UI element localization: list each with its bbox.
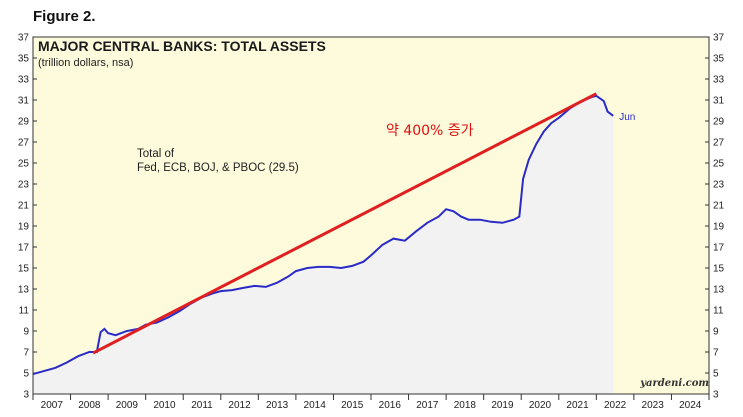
chart-title: MAJOR CENTRAL BANKS: TOTAL ASSETS (38, 38, 326, 54)
y-tick-label-right: 7 (713, 348, 719, 359)
y-tick-label-right: 15 (713, 264, 725, 275)
series-end-label: Jun (619, 112, 635, 123)
y-tick-label-left: 7 (23, 348, 29, 359)
x-tick-label: 2009 (116, 400, 139, 411)
y-tick-label-left: 17 (18, 243, 30, 254)
x-tick-label: 2015 (341, 400, 364, 411)
y-tick-label-left: 23 (18, 180, 30, 191)
y-tick-label-right: 29 (713, 117, 725, 128)
y-tick-label-right: 31 (713, 96, 725, 107)
y-tick-label-right: 23 (713, 180, 725, 191)
plot-frame (32, 36, 710, 395)
y-tick-label-left: 37 (18, 33, 30, 44)
trend-line (92, 92, 598, 355)
series-line (32, 94, 614, 376)
y-tick-label-right: 27 (713, 138, 725, 149)
x-tick-label: 2023 (642, 400, 665, 411)
y-tick-label-left: 29 (18, 117, 30, 128)
y-tick-label-right: 13 (713, 285, 725, 296)
y-tick-label-right: 5 (713, 369, 719, 380)
y-tick-label-right: 17 (713, 243, 725, 254)
x-tick-label: 2024 (679, 400, 702, 411)
x-tick-label: 2019 (491, 400, 514, 411)
y-tick-label-left: 35 (18, 54, 30, 65)
x-tick-label: 2020 (529, 400, 552, 411)
x-tick-label: 2016 (379, 400, 402, 411)
y-tick-label-left: 13 (18, 285, 30, 296)
trend-annotation: 약 400% 증가 (386, 123, 474, 139)
y-tick-label-right: 33 (713, 75, 725, 86)
y-tick-label-left: 15 (18, 264, 30, 275)
y-tick-label-left: 25 (18, 159, 30, 170)
x-tick-label: 2011 (191, 400, 213, 411)
series-annotation: Total of Fed, ECB, BOJ, & PBOC (29.5) (137, 148, 299, 174)
chart-subtitle: (trillion dollars, nsa) (38, 57, 133, 69)
y-tick-label-left: 19 (18, 222, 30, 233)
y-tick-label-left: 9 (23, 327, 29, 338)
x-tick-label: 2013 (266, 400, 289, 411)
annotation-line: Total of (137, 148, 175, 160)
y-tick-label-right: 9 (713, 327, 719, 338)
series-area-fill (33, 95, 614, 395)
x-tick-label: 2010 (153, 400, 176, 411)
y-tick-label-left: 11 (19, 306, 30, 317)
y-tick-label-left: 3 (23, 390, 29, 401)
y-tick-label-left: 31 (18, 96, 30, 107)
y-tick-label-left: 21 (18, 201, 30, 212)
y-tick-label-left: 5 (23, 369, 29, 380)
y-tick-label-left: 33 (18, 75, 30, 86)
y-tick-label-right: 37 (713, 33, 725, 44)
y-tick-label-right: 25 (713, 159, 725, 170)
x-tick-label: 2018 (454, 400, 477, 411)
x-tick-label: 2017 (416, 400, 439, 411)
x-tick-label: 2008 (78, 400, 101, 411)
figure-label: Figure 2. (33, 8, 96, 25)
y-tick-label-right: 21 (713, 201, 725, 212)
x-tick-label: 2022 (604, 400, 627, 411)
source-label: yardeni.com (639, 378, 709, 389)
y-tick-label-left: 27 (18, 138, 30, 149)
x-tick-label: 2014 (304, 400, 327, 411)
x-tick-label: 2007 (41, 400, 64, 411)
y-tick-label-right: 35 (713, 54, 725, 65)
x-tick-label: 2021 (566, 400, 589, 411)
y-tick-label-right: 11 (713, 306, 724, 317)
x-tick-label: 2012 (228, 400, 251, 411)
y-tick-label-right: 19 (713, 222, 725, 233)
y-tick-label-right: 3 (713, 390, 719, 401)
annotation-line: Fed, ECB, BOJ, & PBOC (29.5) (137, 162, 299, 174)
